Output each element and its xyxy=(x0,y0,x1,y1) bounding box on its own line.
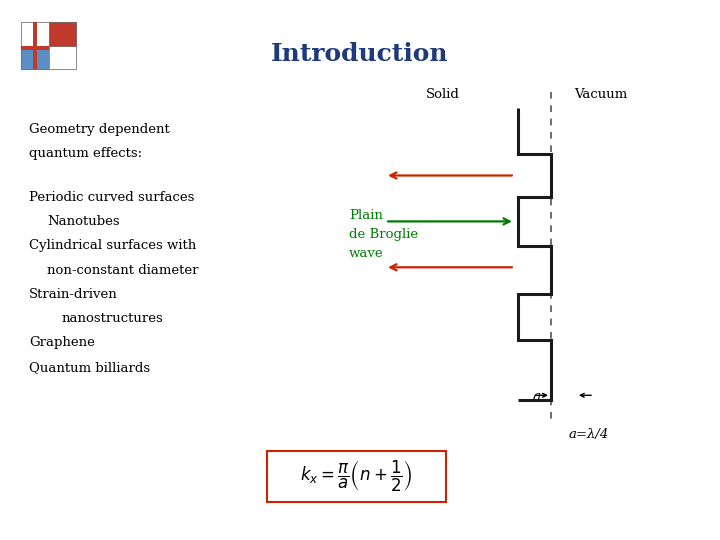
Text: $k_x = \dfrac{\pi}{a}\left(n + \dfrac{1}{2}\right)$: $k_x = \dfrac{\pi}{a}\left(n + \dfrac{1}… xyxy=(300,459,413,494)
Text: Graphene: Graphene xyxy=(29,336,94,349)
Text: a: a xyxy=(532,390,541,404)
Bar xyxy=(22,23,49,46)
Text: Plain
de Broglie
wave: Plain de Broglie wave xyxy=(349,210,418,260)
Text: Geometry dependent: Geometry dependent xyxy=(29,123,169,136)
Text: Strain-driven: Strain-driven xyxy=(29,288,117,301)
FancyBboxPatch shape xyxy=(22,23,76,69)
Text: non-constant diameter: non-constant diameter xyxy=(47,264,198,276)
Bar xyxy=(22,46,49,50)
Text: quantum effects:: quantum effects: xyxy=(29,147,142,160)
Bar xyxy=(48,23,76,46)
Text: nanostructures: nanostructures xyxy=(61,312,163,325)
Text: Vacuum: Vacuum xyxy=(575,88,628,101)
Text: Nanotubes: Nanotubes xyxy=(47,215,120,228)
Text: Cylindrical surfaces with: Cylindrical surfaces with xyxy=(29,239,196,252)
Bar xyxy=(22,46,49,69)
Text: Periodic curved surfaces: Periodic curved surfaces xyxy=(29,191,194,204)
Bar xyxy=(33,23,37,69)
Text: a=λ/4: a=λ/4 xyxy=(569,428,609,441)
Bar xyxy=(48,46,76,69)
Text: Solid: Solid xyxy=(426,88,460,101)
Text: Quantum billiards: Quantum billiards xyxy=(29,361,150,374)
Text: Introduction: Introduction xyxy=(271,42,449,66)
